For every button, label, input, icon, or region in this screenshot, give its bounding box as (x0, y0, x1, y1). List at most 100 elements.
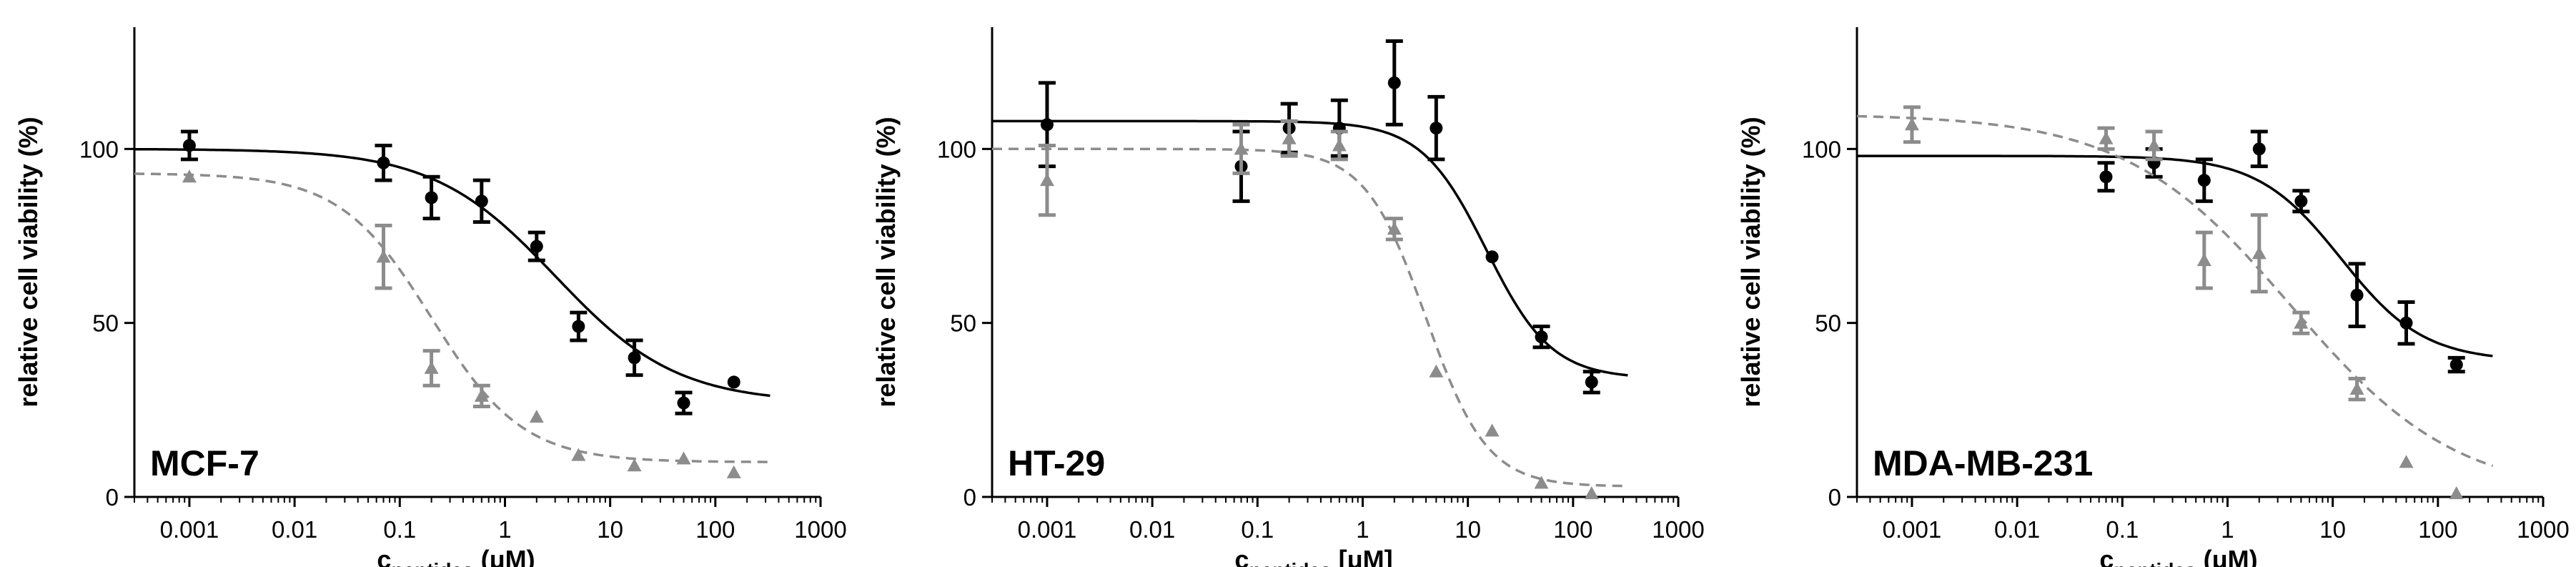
data-point-triangle (1282, 131, 1297, 144)
y-axis-title: relative cell viability (%) (14, 117, 43, 407)
x-tick-label: 0.001 (1018, 516, 1077, 543)
data-point-triangle (2196, 253, 2211, 267)
chart-svg: 0 50 100 0.001 0.01 0.1 1 10 100 1000 relative cel… (14, 27, 847, 567)
x-axis-title-main: c (2099, 545, 2114, 567)
data-point-triangle (1534, 475, 1549, 489)
data-point-triangle (2449, 486, 2464, 500)
data-point-circle (1535, 330, 1548, 344)
data-point-circle (182, 139, 196, 152)
x-axis-title: cpeptides (μM) (377, 545, 535, 567)
x-tick-label: 0.1 (383, 516, 416, 543)
data-point-triangle (474, 388, 489, 402)
data-point-triangle (627, 458, 642, 472)
x-tick-label: 0.001 (1883, 516, 1942, 543)
data-point-triangle (1234, 142, 1249, 155)
data-point-circle (677, 396, 690, 410)
data-point-triangle (1485, 423, 1500, 437)
y-tick-label: 50 (92, 310, 119, 337)
x-tick-label: 0.01 (272, 516, 317, 543)
y-tick-label: 100 (937, 136, 976, 162)
x-tick-label: 1000 (794, 516, 846, 543)
data-point-triangle (2146, 138, 2161, 152)
x-axis-title-unit: [μM] (1332, 545, 1393, 567)
y-tick-label: 50 (950, 310, 976, 337)
data-point-triangle (529, 410, 544, 423)
y-tick-label: 0 (1828, 484, 1841, 511)
data-point-circle (1387, 76, 1401, 89)
data-point-circle (2197, 174, 2211, 187)
data-point-triangle (1429, 364, 1444, 378)
data-point-circle (628, 351, 641, 365)
data-point-triangle (726, 465, 741, 478)
x-tick-label: 10 (1455, 516, 1481, 543)
x-tick-label: 1000 (2517, 516, 2569, 543)
data-point-triangle (2251, 246, 2267, 260)
x-tick-label: 100 (1553, 516, 1592, 543)
data-point-triangle (2294, 315, 2309, 329)
data-point-triangle (2399, 455, 2414, 468)
chart-panel-ht29: 0 50 100 0.001 0.01 0.1 1 10 100 1000 relative cel… (858, 0, 1708, 567)
data-point-circle (2294, 194, 2308, 208)
fit-curve-gray (1856, 114, 2493, 468)
fit-curve-gray (134, 172, 771, 463)
data-point-circle (475, 194, 488, 208)
chart-panel-mdamb231: 0 50 100 0.001 0.01 0.1 1 10 100 1000 relative cel… (1723, 0, 2576, 567)
x-tick-label: 0.1 (2106, 516, 2139, 543)
data-point-triangle (1387, 222, 1402, 235)
data-point-circle (1430, 122, 1443, 135)
data-point-circle (1040, 118, 1054, 132)
data-point-circle (572, 320, 585, 333)
x-tick-label: 0.001 (160, 516, 219, 543)
cell-line-label: HT-29 (1008, 443, 1105, 483)
data-point-triangle (571, 448, 586, 461)
data-point-triangle (376, 250, 391, 263)
x-axis-title-unit: (μM) (474, 545, 535, 567)
y-tick-label: 0 (106, 484, 119, 511)
x-axis-title-main: c (377, 545, 391, 567)
x-axis-title-unit: (μM) (2196, 545, 2258, 567)
data-point-circle (2252, 142, 2266, 156)
x-axis-title: cpeptides (μM) (2099, 545, 2257, 567)
x-tick-label: 1 (498, 516, 511, 543)
x-tick-label: 10 (597, 516, 623, 543)
x-tick-label: 0.01 (1129, 516, 1175, 543)
y-axis-title: relative cell viability (%) (871, 117, 901, 407)
data-point-triangle (1039, 173, 1054, 187)
y-tick-label: 0 (963, 484, 976, 511)
x-axis-title-subscript: peptides (2114, 559, 2196, 567)
fit-curve-black (1857, 154, 2493, 358)
x-axis-title-main: c (1234, 545, 1249, 567)
x-tick-label: 10 (2319, 516, 2346, 543)
data-point-triangle (2099, 131, 2114, 144)
data-point-circle (530, 240, 543, 253)
data-point-triangle (676, 451, 691, 465)
data-point-triangle (182, 169, 197, 183)
y-tick-label: 100 (79, 136, 119, 162)
data-point-circle (1585, 375, 1598, 389)
data-point-triangle (424, 360, 439, 374)
x-tick-label: 100 (695, 516, 735, 543)
data-point-triangle (1332, 138, 1347, 152)
x-tick-label: 1 (1356, 516, 1369, 543)
data-point-triangle (1904, 117, 1919, 131)
chart-panel-mcf7: 0 50 100 0.001 0.01 0.1 1 10 100 1000 relative cel… (0, 0, 851, 567)
data-point-circle (425, 191, 438, 204)
data-point-circle (2099, 170, 2113, 184)
x-tick-label: 0.1 (1241, 516, 1274, 543)
data-point-circle (377, 156, 390, 169)
data-point-triangle (1584, 486, 1599, 500)
chart-svg: 0 50 100 0.001 0.01 0.1 1 10 100 1000 relative cel… (1736, 27, 2570, 567)
y-axis-title: relative cell viability (%) (1736, 117, 1765, 407)
data-point-circle (727, 375, 740, 389)
x-tick-label: 0.01 (1994, 516, 2040, 543)
cell-line-label: MDA-MB-231 (1873, 443, 2093, 483)
data-point-circle (1485, 250, 1499, 264)
data-point-circle (2350, 288, 2364, 302)
y-tick-label: 100 (1802, 136, 1841, 162)
x-tick-label: 1 (2221, 516, 2234, 543)
data-point-circle (2399, 316, 2413, 330)
data-point-circle (2449, 358, 2463, 372)
x-tick-label: 1000 (1652, 516, 1704, 543)
fit-curve-gray (992, 147, 1628, 488)
x-axis-title-subscript: peptides (1249, 559, 1331, 567)
